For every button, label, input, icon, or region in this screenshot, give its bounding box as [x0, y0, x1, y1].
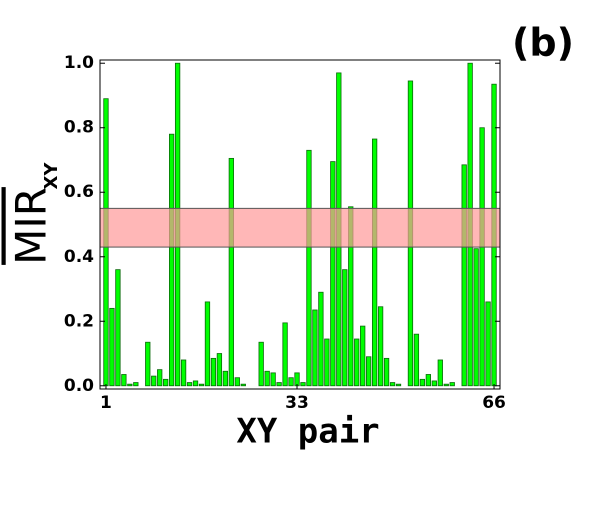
bar: [133, 382, 139, 387]
bar: [204, 301, 211, 387]
bar: [157, 369, 163, 387]
bar: [437, 359, 443, 387]
bar: [306, 149, 312, 387]
bar: [264, 370, 270, 387]
bar: [330, 161, 336, 387]
bar: [240, 383, 246, 387]
bar: [413, 333, 420, 387]
bar: [419, 378, 426, 387]
x-axis-label: XY pair: [236, 412, 379, 452]
bar: [431, 380, 437, 387]
bar: [222, 370, 229, 387]
bar: [389, 382, 396, 387]
bar: [192, 380, 199, 387]
y-tick-label: 1.0: [64, 53, 94, 73]
bar: [169, 133, 175, 387]
y-tick-label: 0.4: [64, 247, 94, 267]
bar: [360, 325, 366, 387]
bar: [342, 269, 348, 387]
y-tick-label: 0.6: [64, 182, 94, 202]
bar: [234, 377, 240, 387]
bar: [216, 353, 223, 387]
bar: [366, 356, 372, 387]
threshold-band: [99, 207, 501, 248]
bar: [485, 301, 491, 387]
bar: [228, 157, 234, 387]
bar: [115, 269, 121, 387]
bar: [312, 309, 318, 387]
bar: [282, 322, 288, 387]
bar: [300, 382, 306, 387]
y-tick-label: 0.8: [64, 118, 94, 138]
bar: [371, 138, 378, 387]
bar: [121, 374, 127, 387]
bar: [473, 248, 479, 387]
bar: [145, 341, 151, 387]
bar: [425, 374, 431, 387]
bar: [383, 357, 390, 387]
y-tick-label: 0.0: [64, 376, 94, 396]
x-tick-label: 1: [100, 393, 112, 413]
bar: [324, 338, 330, 387]
bar: [276, 382, 282, 387]
bar: [180, 359, 187, 387]
bar: [258, 341, 264, 387]
plot-frame: [99, 59, 501, 390]
bar: [210, 357, 217, 387]
bar: [479, 127, 485, 387]
bar: [348, 206, 354, 387]
y-tick-label: 0.2: [64, 311, 94, 331]
bar: [163, 378, 169, 387]
bar: [354, 338, 360, 387]
bar: [198, 383, 205, 387]
bar: [461, 164, 467, 387]
bar: [318, 291, 324, 387]
x-tick-label: 33: [285, 393, 309, 413]
bar: [127, 383, 133, 387]
bar: [151, 375, 157, 387]
y-axis-label: MIR: [7, 187, 56, 265]
bar: [377, 306, 384, 387]
bar: [395, 383, 402, 387]
bar: [443, 383, 449, 387]
chart-title: (b): [512, 21, 574, 65]
bar: [449, 382, 455, 387]
y-axis-label-subscript: XY: [41, 162, 62, 190]
bar: [294, 372, 300, 387]
bar: [109, 307, 115, 387]
bar: [288, 377, 294, 387]
bar: [186, 382, 193, 387]
bar: [270, 372, 276, 387]
x-tick-label: 66: [482, 393, 506, 413]
